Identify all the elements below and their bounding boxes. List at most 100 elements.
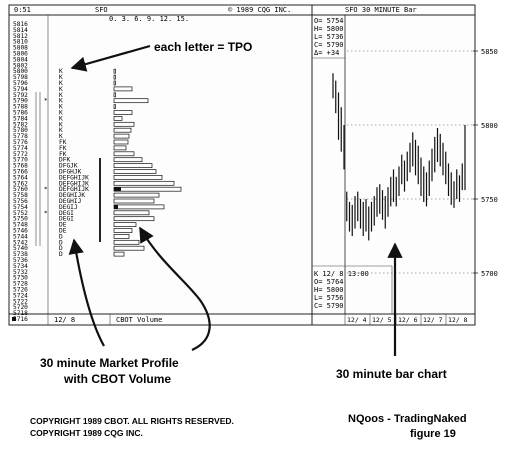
x-tick-label: 12/ 6: [398, 316, 418, 324]
price-label: 5776: [13, 139, 28, 146]
profile-arrow: [68, 238, 105, 347]
volume-bar: [113, 127, 132, 133]
volume-bar: [113, 98, 149, 104]
volume-bar: [113, 145, 127, 151]
volume-bar: [113, 133, 130, 139]
annotation-bar-chart: 30 minute bar chart: [336, 367, 447, 381]
volume-bar: [113, 180, 175, 186]
tpo-row: K: [59, 74, 63, 81]
ohlc-top-box: O= 5754 H= 5800 L= 5736 C= 5790 Δ= +34: [312, 17, 345, 59]
price-label: 5718: [13, 310, 28, 317]
price-label: 5798: [13, 74, 28, 81]
volume-bar: [113, 151, 135, 157]
tpo-row: DFGJK: [59, 163, 78, 170]
tpo-row: K: [59, 104, 63, 111]
price-label: 5744: [13, 233, 28, 240]
volume-bar: [113, 222, 137, 227]
volume-bar: [113, 110, 133, 115]
volume-bar: [113, 163, 153, 168]
volume-bar: [113, 245, 145, 251]
price-scale: 5816581458125810580858065804580258005798…: [13, 21, 48, 323]
volume-bar: [113, 239, 140, 245]
price-label: 5762: [13, 180, 28, 187]
price-label: 5742: [13, 239, 28, 246]
price-label: 5816: [13, 21, 28, 28]
price-label: 5756: [13, 198, 28, 205]
tpo-row: FK: [59, 145, 67, 152]
price-label: 5808: [13, 45, 28, 52]
price-label: 5752: [13, 210, 28, 217]
volume-bar: [113, 74, 116, 80]
tpo-row: K: [59, 68, 63, 75]
price-label: 5724: [13, 292, 28, 299]
x-tick-label: 12/ 8: [448, 316, 468, 324]
volume-bar: [113, 210, 150, 216]
bar-high: H= 5800: [314, 286, 344, 294]
tpo-row: D: [59, 239, 63, 246]
price-label: 5736: [13, 257, 28, 264]
volume-bar: [113, 92, 116, 98]
ohlc-close: C= 5790: [314, 41, 344, 49]
tpo-arrow: [70, 44, 151, 72]
copyright-cbot: COPYRIGHT 1989 CBOT. ALL RIGHTS RESERVED…: [30, 416, 234, 426]
volume-bar: [113, 234, 130, 239]
volume-bar: [113, 80, 116, 86]
y-tick-label: 5700: [481, 270, 498, 278]
tpo-row: DEGI: [59, 210, 74, 217]
tpo-row: K: [59, 86, 63, 93]
tpo-row: K: [59, 121, 63, 128]
price-label: 5754: [13, 204, 28, 211]
tpo-row: DE: [59, 228, 67, 235]
price-label: 5796: [13, 80, 28, 87]
price-label: 5764: [13, 174, 28, 181]
ohlc-change: Δ= +34: [314, 49, 339, 57]
price-label: 5794: [13, 86, 28, 93]
price-label: 5786: [13, 110, 28, 117]
ohlc-bottom-box: K 12/ 8 13:00 O= 5764 H= 5800 L= 5756 C=…: [312, 265, 393, 314]
price-label: 5766: [13, 169, 28, 176]
price-label: 5780: [13, 127, 28, 134]
price-label: 5812: [13, 33, 28, 40]
price-label: 5800: [13, 68, 28, 75]
figure-number: figure 19: [410, 428, 456, 440]
volume-bar: [113, 121, 135, 127]
y-tick-label: 5800: [481, 122, 498, 130]
price-label: 5806: [13, 51, 28, 58]
price-label: 5770: [13, 157, 28, 164]
price-label: 5726: [13, 287, 28, 294]
ohlc-open: O= 5754: [314, 17, 344, 25]
price-label: 5782: [13, 121, 28, 128]
tpo-row: K: [59, 98, 63, 105]
bar-datetime: K 12/ 8 13:00: [314, 270, 369, 278]
tpo-row: DFK: [59, 157, 70, 164]
bar-open: O= 5764: [314, 278, 344, 286]
volume-bar: [113, 139, 129, 145]
price-label: 5814: [13, 27, 28, 34]
tpo-row: DEGHIJ: [59, 198, 81, 205]
volume-bar: [113, 104, 116, 109]
time-readout: 0:51: [14, 6, 31, 14]
price-label: 5778: [13, 133, 28, 140]
volume-bar: [113, 198, 155, 204]
price-label: 5790: [13, 98, 28, 105]
price-label: 5760: [13, 186, 28, 193]
tpo-row: K: [59, 92, 63, 99]
tpo-row: DE: [59, 222, 67, 229]
profile-date: 12/ 8: [54, 316, 75, 324]
tpo-row: DFGHJK: [59, 169, 82, 176]
header-copyright: © 1989 CQG INC.: [228, 6, 291, 14]
price-label: 5732: [13, 269, 28, 276]
price-label: 5738: [13, 251, 28, 258]
volume-bar: [113, 157, 143, 163]
tpo-row: K: [59, 80, 63, 87]
tpo-row: D: [59, 233, 63, 240]
price-label: 5730: [13, 275, 28, 282]
tpo-row: K: [59, 133, 63, 140]
copyright-cqg: COPYRIGHT 1989 CQG INC.: [30, 428, 143, 438]
price-label: 5802: [13, 62, 28, 69]
profile-hour-scale: 0. 3. 6. 9. 12. 15.: [109, 15, 189, 23]
tpo-row: DEGI: [59, 216, 74, 223]
price-label: 5804: [13, 56, 28, 63]
price-label: 5750: [13, 216, 28, 223]
